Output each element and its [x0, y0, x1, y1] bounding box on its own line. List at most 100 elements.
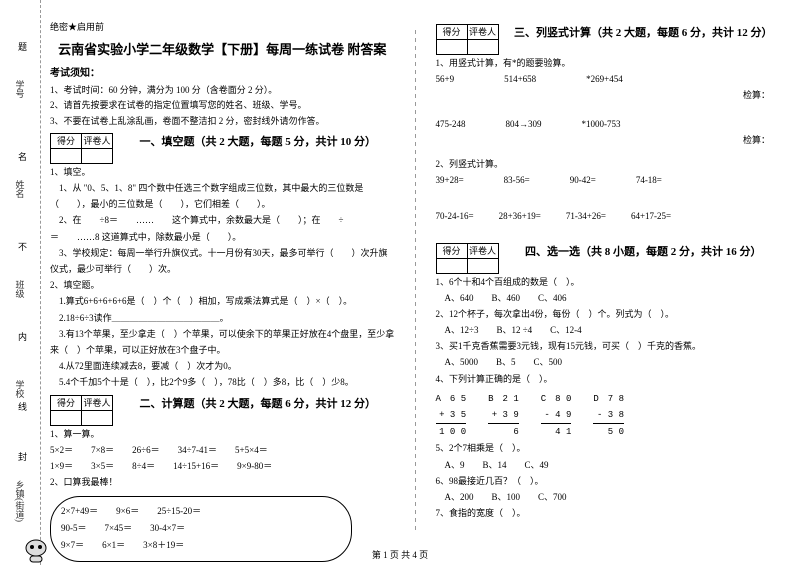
q-line: 7、食指的宽度（ ）。 [436, 505, 781, 521]
opt-label: A [436, 394, 441, 404]
q-label: 1、算一算。 [50, 426, 395, 442]
right-column: 得分 评卷人 三、列竖式计算（共 2 大题，每题 6 分，共计 12 分） 1、… [436, 20, 781, 555]
expr: 7×45＝ [105, 520, 133, 537]
marker-label: 评卷人 [82, 395, 113, 411]
expr: 2×7+49＝ [61, 503, 98, 520]
sec2-body: 1、算一算。 5×2＝ 7×8＝ 26÷6＝ 34÷7-41＝ 5+5×4＝ 1… [50, 426, 395, 562]
q-line: 3、学校规定：每周一举行升旗仪式。十一月份有30天，最多可举行（ ）次升旗仪式，… [50, 245, 395, 277]
expr: 25÷15-20＝ [157, 503, 201, 520]
num: 6 5 [450, 394, 466, 404]
score-label: 得分 [436, 24, 468, 40]
q-line: 5、2个7相乘是（ ）。 [436, 440, 781, 456]
q-line: 2.18÷6÷3读作＿＿＿＿＿＿＿＿＿＿＿＿。 [50, 310, 395, 326]
notice-heading: 考试须知： [50, 64, 395, 79]
q-line: A、12÷3 B、12 ÷4 C、12-4 [436, 322, 781, 338]
score-box: 得分 评卷人 一、填空题（共 2 大题，每题 5 分，共计 10 分） [50, 133, 395, 149]
marker-blank[interactable] [468, 258, 499, 274]
marker-blank[interactable] [468, 39, 499, 55]
expr: 90-5＝ [61, 520, 87, 537]
binding-sidebar: 乡镇(街道) 学校 班级 姓名 学号 封 线 内 不 名 题 [0, 0, 41, 565]
score-label: 得分 [50, 133, 82, 149]
num: 1 0 0 [436, 424, 467, 440]
num: 5 0 [593, 424, 624, 440]
expr: *269+454 [586, 71, 623, 87]
expr: 28+36+19= [499, 208, 541, 224]
expr: 30-4×7＝ [150, 520, 185, 537]
secrecy-tag: 绝密★启用前 [50, 20, 395, 33]
column-divider [415, 30, 416, 530]
expr: 83-56= [504, 172, 530, 188]
score-blank[interactable] [50, 410, 82, 426]
score-box: 得分 评卷人 二、计算题（共 2 大题，每题 6 分，共计 12 分） [50, 395, 395, 411]
expr: 804→309 [506, 116, 542, 132]
num: - 4 9 [541, 407, 572, 423]
num: 6 [488, 424, 519, 440]
q-line: 6、98最接近几百？（ ）。 [436, 473, 781, 489]
q-line: 2、填空题。 [50, 277, 395, 293]
expr: 8÷4＝ [132, 458, 155, 474]
num: 7 8 [608, 394, 624, 404]
expr: 5×2＝ [50, 442, 73, 458]
seal-mark: 名 [18, 150, 27, 163]
side-label: 班级 [14, 280, 27, 298]
q-line: 2、在 ÷8＝ …… 这个算式中，余数最大是（ ）；在 ÷ ＝ ……8 这道算式… [50, 212, 395, 244]
marker-label: 评卷人 [82, 133, 113, 149]
expr: 71-34+26= [566, 208, 606, 224]
expr: 9×9-80＝ [237, 458, 272, 474]
notice-line: 2、请首先按要求在试卷的指定位置填写您的姓名、班级、学号。 [50, 98, 395, 113]
notices: 1、考试时间：60 分钟，满分为 100 分（含卷面分 2 分）。 2、请首先按… [50, 83, 395, 129]
sec1-body: 1、填空。 1、从 "0、5、1、8" 四个数中任选三个数字组成三位数，其中最大… [50, 164, 395, 391]
seal-mark: 内 [18, 330, 27, 343]
check-label: 检算： [436, 87, 781, 103]
q-line: 1、填空。 [50, 164, 395, 180]
q-line: 4.从72里面连续减去8，要减（ ）次才为0。 [50, 358, 395, 374]
expr: 3×5＝ [91, 458, 114, 474]
side-label: 学号 [14, 80, 27, 98]
score-blank[interactable] [50, 148, 82, 164]
score-label: 得分 [436, 243, 468, 259]
q-line: 1.算式6+6+6+6+6是（ ）个（ ）相加，写成乘法算式是（ ）×（ ）。 [50, 293, 395, 309]
marker-blank[interactable] [82, 410, 113, 426]
sec4-body: 1、6个十和4个百组成的数是（ ）。 A、640 B、460 C、406 2、1… [436, 274, 781, 522]
expr: 70-24-16= [436, 208, 474, 224]
q-line: A、5000 B、5 C、500 [436, 354, 781, 370]
marker-blank[interactable] [82, 148, 113, 164]
expr: 90-42= [570, 172, 596, 188]
q-line: A、200 B、100 C、700 [436, 489, 781, 505]
score-blank[interactable] [436, 39, 468, 55]
num: + 3 9 [488, 407, 519, 423]
q-line: 5.4个千加5个十是（ ），比2个9多（ ），78比（ ）多8，比（ ）少8。 [50, 374, 395, 390]
q-line: 4、下列计算正确的是（ ）。 [436, 371, 781, 387]
q-line: 1、从 "0、5、1、8" 四个数中任选三个数字组成三位数，其中最大的三位数是（… [50, 180, 395, 212]
option-d: D 7 8 - 3 8 5 0 [593, 391, 624, 441]
expr: *1000-753 [582, 116, 621, 132]
q-label: 1、用竖式计算，有*的题要验算。 [436, 55, 781, 71]
expr: 9×6＝ [116, 503, 139, 520]
expr: 34÷7-41＝ [178, 442, 217, 458]
side-label: 乡镇(街道) [14, 480, 27, 522]
notice-line: 1、考试时间：60 分钟，满分为 100 分（含卷面分 2 分）。 [50, 83, 395, 98]
vertical-calc-options: A 6 5 + 3 5 1 0 0 B 2 1 + 3 9 6 C 8 0 - … [436, 391, 781, 441]
expr: 64+17-25= [631, 208, 671, 224]
opt-label: D [593, 394, 598, 404]
option-c: C 8 0 - 4 9 4 1 [541, 391, 572, 441]
q-line: 1、6个十和4个百组成的数是（ ）。 [436, 274, 781, 290]
expr: 14÷15+16＝ [173, 458, 219, 474]
q-line: 3、买1千克香蕉需要3元钱，现有15元钱，可买（ ）千克的香蕉。 [436, 338, 781, 354]
seal-mark: 题 [18, 40, 27, 53]
seal-mark: 线 [18, 400, 27, 413]
section-title: 三、列竖式计算（共 2 大题，每题 6 分，共计 12 分） [507, 24, 781, 40]
num: - 3 8 [593, 407, 624, 423]
expr: 39+28= [436, 172, 464, 188]
expr: 56+9 [436, 71, 455, 87]
q-label: 2、口算我最棒！ [50, 474, 395, 490]
score-blank[interactable] [436, 258, 468, 274]
q-line: 2、12个杯子，每次拿出4份，每份（ ）个。列式为（ ）。 [436, 306, 781, 322]
num: 4 1 [541, 424, 572, 440]
q-line: A、9 B、14 C、49 [436, 457, 781, 473]
sec3-body: 1、用竖式计算，有*的题要验算。 56+9 514+658 *269+454 检… [436, 55, 781, 225]
expr: 7×8＝ [91, 442, 114, 458]
expr: 74-18= [636, 172, 662, 188]
q-line: A、640 B、460 C、406 [436, 290, 781, 306]
option-b: B 2 1 + 3 9 6 [488, 391, 519, 441]
